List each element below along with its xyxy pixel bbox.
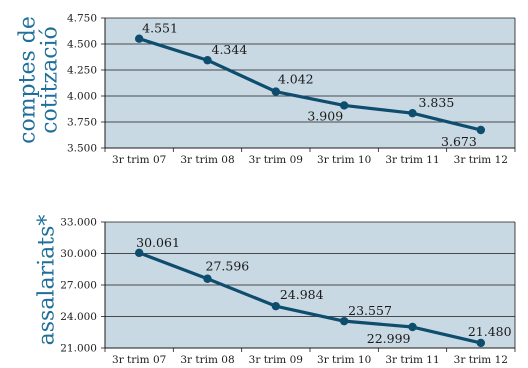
y-axis-label-line: cotització bbox=[38, 26, 63, 134]
data-point bbox=[476, 338, 486, 348]
y-tick-label: 21.000 bbox=[60, 343, 97, 355]
y-axis-label-line: comptes de bbox=[16, 16, 41, 144]
data-point bbox=[476, 125, 486, 135]
series-line bbox=[137, 251, 483, 345]
x-tick-label: 3r trim 09 bbox=[249, 354, 303, 366]
y-tick-label: 30.000 bbox=[60, 248, 97, 260]
data-point bbox=[408, 322, 417, 332]
x-tick-label: 3r trim 08 bbox=[180, 354, 234, 366]
x-tick-label: 3r trim 10 bbox=[317, 154, 371, 166]
x-tick-label: 3r trim 08 bbox=[180, 154, 234, 166]
x-tick-label: 3r trim 10 bbox=[317, 354, 371, 366]
y-tick-label: 3.750 bbox=[67, 117, 97, 129]
x-tick-label: 3r trim 07 bbox=[112, 154, 166, 166]
y-axis-label-line: assalariats* bbox=[35, 215, 60, 346]
data-point bbox=[271, 301, 281, 311]
y-tick-label: 3.500 bbox=[67, 143, 97, 155]
data-label: 21.480 bbox=[468, 324, 512, 339]
x-tick-label: 3r trim 11 bbox=[385, 354, 439, 366]
data-label: 4.344 bbox=[212, 42, 248, 57]
data-label: 4.042 bbox=[278, 72, 314, 87]
x-tick-label: 3r trim 07 bbox=[112, 354, 166, 366]
y-tick-label: 27.000 bbox=[60, 280, 97, 292]
data-point bbox=[203, 274, 212, 283]
data-point bbox=[408, 108, 417, 118]
data-label: 27.596 bbox=[206, 259, 250, 274]
x-tick-label: 3r trim 11 bbox=[385, 154, 439, 166]
y-tick-label: 4.250 bbox=[67, 65, 97, 77]
data-point bbox=[339, 101, 349, 110]
y-tick-label: 4.750 bbox=[67, 13, 97, 25]
data-label: 3.909 bbox=[307, 108, 343, 123]
data-label: 4.551 bbox=[142, 21, 178, 36]
data-label: 3.835 bbox=[419, 95, 455, 110]
data-label: 22.999 bbox=[367, 331, 411, 346]
data-point bbox=[134, 248, 144, 258]
data-point bbox=[203, 56, 212, 65]
data-label: 3.673 bbox=[441, 134, 477, 149]
chart-panel-1: 3.500 3.750 4.000 4.250 4.500 4.750 3r trim 07… bbox=[16, 13, 516, 166]
data-label: 23.557 bbox=[348, 303, 392, 318]
data-label: 24.984 bbox=[280, 287, 324, 302]
chart-panel-2: 21.000 24.000 27.000 30.000 33.000 3r trim 07… bbox=[35, 215, 516, 366]
y-tick-label: 33.000 bbox=[60, 217, 97, 229]
y-tick-label: 4.000 bbox=[67, 91, 97, 103]
data-point bbox=[339, 316, 349, 326]
y-tick-label: 4.500 bbox=[67, 39, 97, 51]
data-point bbox=[271, 87, 281, 96]
data-label: 30.061 bbox=[136, 235, 180, 250]
y-tick-label: 24.000 bbox=[60, 311, 97, 323]
y-axis-label: comptes decotització bbox=[16, 16, 63, 144]
plot-area bbox=[105, 18, 515, 148]
x-tick-label: 3r trim 12 bbox=[454, 154, 508, 166]
data-point bbox=[134, 34, 144, 43]
x-tick-label: 3r trim 09 bbox=[249, 154, 303, 166]
x-tick-label: 3r trim 12 bbox=[454, 354, 508, 366]
y-axis-label: assalariats* bbox=[35, 215, 60, 346]
series-line bbox=[137, 37, 483, 132]
